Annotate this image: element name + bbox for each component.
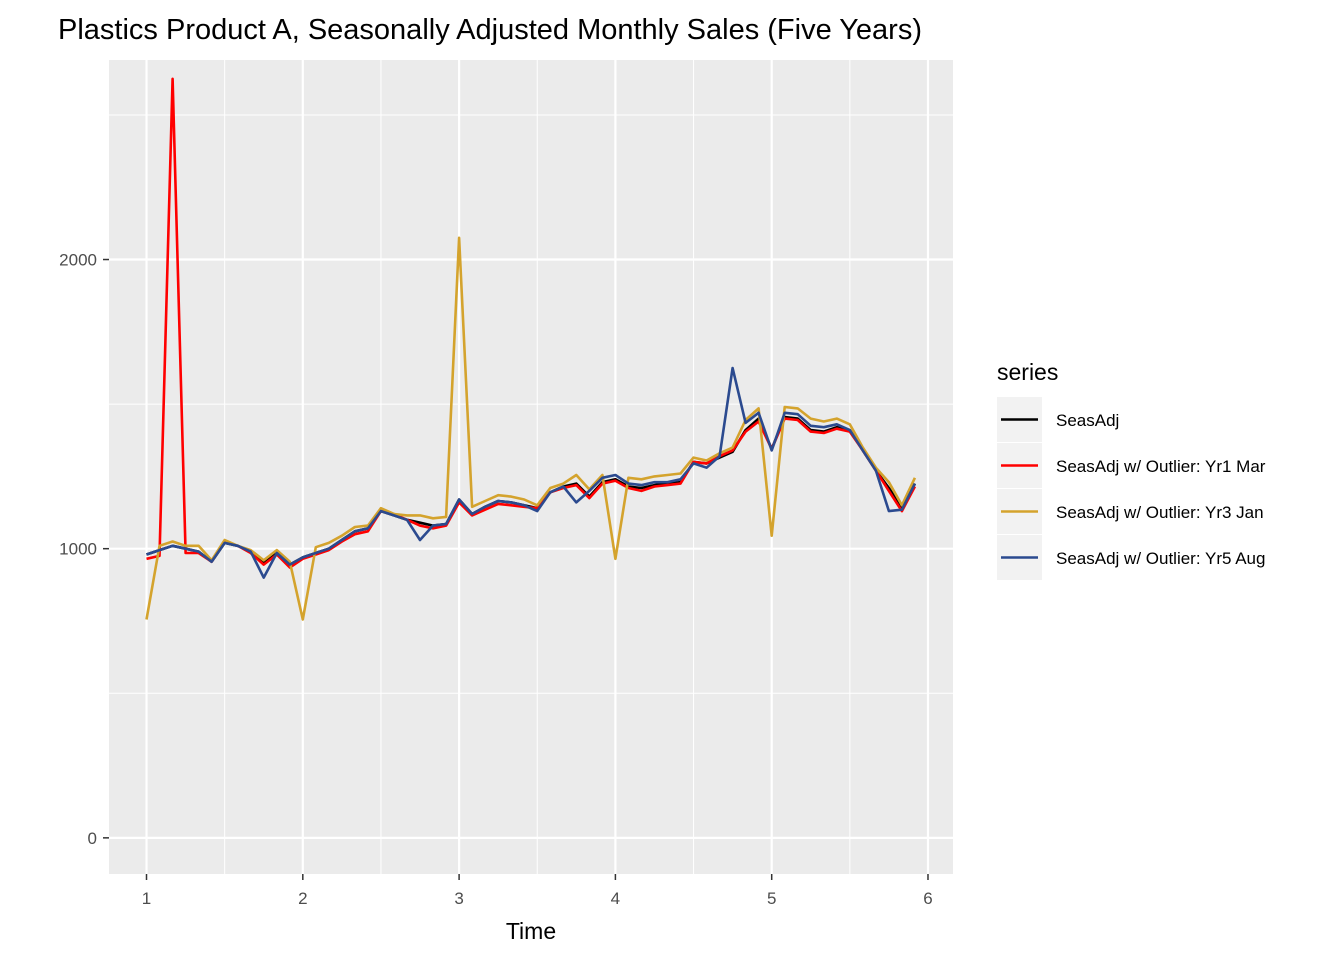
x-axis: 1 2 3 4 5 6 — [142, 874, 933, 908]
series-line-4 — [146, 366, 917, 579]
x-tick-label: 2 — [298, 889, 307, 908]
y-tick-label: 1000 — [59, 540, 97, 559]
series-lines — [145, 77, 917, 621]
x-tick-label: 4 — [611, 889, 620, 908]
x-tick-label: 6 — [923, 889, 932, 908]
legend-label-3: SeasAdj w/ Outlier: Yr3 Jan — [1056, 503, 1264, 522]
y-tick-label: 2000 — [59, 251, 97, 270]
minor-gridlines — [109, 60, 953, 874]
x-tick-label: 5 — [767, 889, 776, 908]
series-line-3 — [145, 236, 917, 621]
legend-label-2: SeasAdj w/ Outlier: Yr1 Mar — [1056, 457, 1266, 476]
x-tick-label: 3 — [454, 889, 463, 908]
x-tick-label: 1 — [142, 889, 151, 908]
legend: series SeasAdj SeasAdj w/ Outlier: Yr1 Ma… — [997, 359, 1266, 580]
legend-label-4: SeasAdj w/ Outlier: Yr5 Aug — [1056, 549, 1265, 568]
y-tick-label: 0 — [88, 829, 97, 848]
plot-panel — [109, 60, 953, 874]
y-axis: 0 1000 2000 — [59, 251, 109, 848]
chart-title: Plastics Product A, Seasonally Adjusted … — [58, 14, 922, 46]
legend-title: series — [997, 359, 1058, 385]
legend-label-1: SeasAdj — [1056, 411, 1119, 430]
major-gridlines — [109, 60, 953, 874]
x-axis-title: Time — [506, 918, 556, 944]
